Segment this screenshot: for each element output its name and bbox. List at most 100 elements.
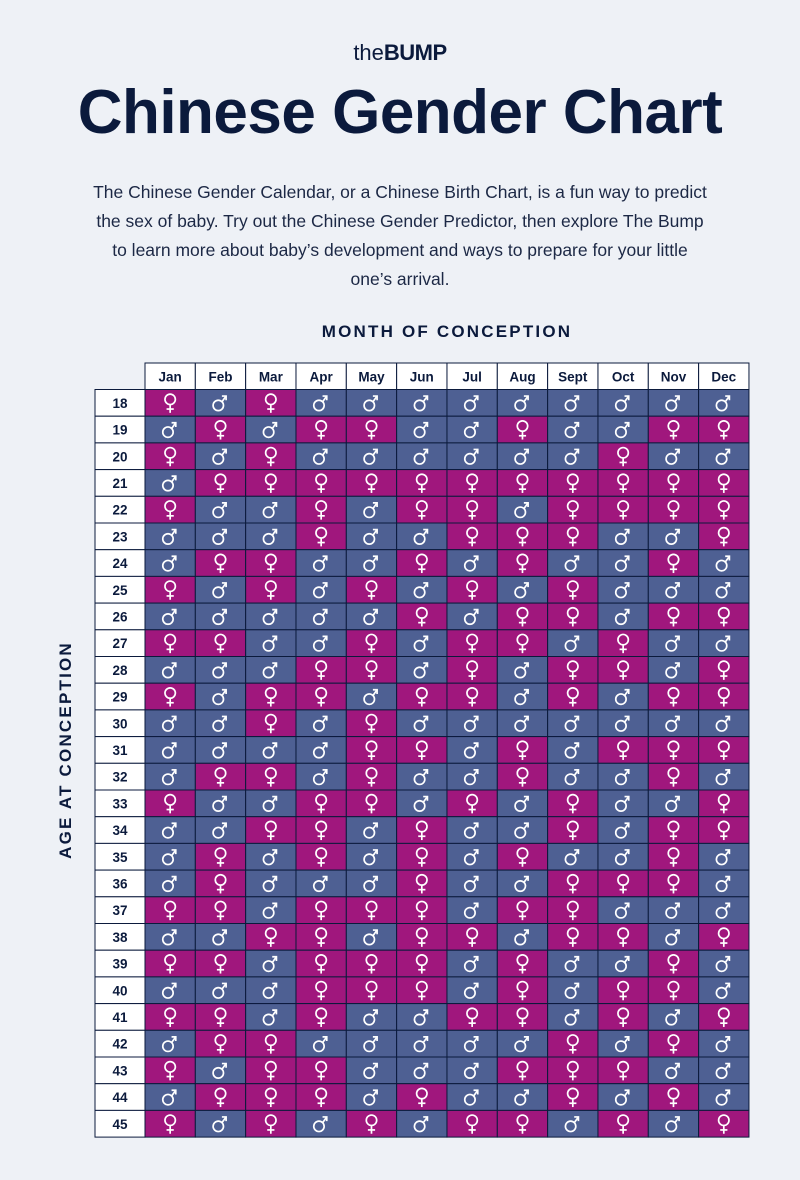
male-symbol-icon-head: [171, 822, 177, 828]
male-symbol-icon: [212, 666, 225, 679]
male-symbol-icon: [463, 960, 476, 973]
male-symbol-icon: [262, 906, 275, 919]
boy-cell: [446, 816, 498, 844]
brand-logo[interactable]: theBUMP: [0, 40, 800, 66]
month-header-label: Oct: [612, 369, 635, 384]
boy-cell: [496, 389, 549, 417]
male-symbol-icon: [312, 746, 326, 759]
male-symbol-icon-head: [423, 715, 429, 721]
boy-cell: [547, 762, 599, 791]
boy-cell: [295, 442, 347, 471]
male-symbol-icon: [715, 960, 728, 973]
boy-cell: [194, 976, 247, 1005]
boy-cell: [245, 976, 297, 1005]
boy-cell: [698, 575, 750, 604]
male-symbol-icon: [212, 612, 225, 626]
male-symbol-icon-head: [322, 582, 328, 588]
male-symbol-icon-head: [171, 875, 177, 881]
male-symbol-icon: [614, 399, 627, 412]
boy-cell: [446, 762, 498, 791]
boy-cell: [194, 709, 247, 738]
male-symbol-icon-head: [725, 715, 731, 721]
male-symbol-icon: [312, 612, 326, 626]
male-symbol-icon-head: [221, 528, 227, 534]
age-header-cell: [94, 1109, 146, 1138]
male-symbol-icon: [665, 1120, 678, 1133]
male-symbol-icon: [665, 1013, 678, 1026]
male-symbol-icon: [212, 746, 225, 759]
month-header-cell: [295, 362, 347, 390]
boy-cell: [396, 656, 448, 684]
female-symbol-icon: [315, 500, 328, 513]
boy-cell: [245, 602, 297, 631]
male-symbol-icon-head: [473, 742, 479, 748]
boy-cell: [245, 949, 297, 978]
boy-cell: [698, 869, 750, 898]
male-symbol-icon: [715, 586, 728, 599]
male-symbol-icon-head: [725, 875, 731, 881]
male-symbol-icon-head: [624, 608, 630, 614]
male-symbol-icon: [161, 773, 175, 786]
male-symbol-icon-head: [322, 555, 328, 561]
boy-cell: [647, 442, 700, 471]
boy-cell: [446, 896, 498, 924]
male-symbol-icon: [161, 879, 175, 893]
male-symbol-icon: [715, 906, 728, 919]
male-symbol-icon: [463, 719, 476, 732]
boy-cell: [144, 736, 196, 764]
male-symbol-icon-head: [473, 902, 479, 908]
male-symbol-icon: [665, 586, 678, 599]
male-symbol-icon: [614, 906, 627, 919]
male-symbol-icon-head: [171, 849, 177, 855]
boy-cell: [295, 629, 347, 657]
male-symbol-icon: [212, 1066, 225, 1079]
boy-cell: [647, 389, 700, 417]
female-symbol-icon: [566, 500, 579, 513]
age-header-label: 31: [112, 743, 128, 758]
male-symbol-icon-head: [725, 982, 731, 988]
male-symbol-icon-head: [523, 502, 529, 508]
male-symbol-icon: [262, 1013, 275, 1026]
female-symbol-icon: [717, 419, 730, 433]
male-symbol-icon: [212, 532, 225, 545]
male-symbol-icon: [514, 666, 527, 679]
boy-cell: [396, 575, 448, 604]
boy-cell: [194, 522, 247, 551]
boy-cell: [698, 1083, 750, 1111]
boy-cell: [446, 842, 498, 871]
boy-cell: [144, 869, 196, 898]
male-symbol-icon: [363, 1013, 376, 1026]
male-symbol-icon-head: [674, 635, 680, 641]
male-symbol-icon-head: [574, 555, 580, 561]
male-symbol-icon-head: [473, 555, 479, 561]
boy-cell: [295, 549, 347, 577]
boy-cell: [194, 389, 247, 417]
boy-cell: [547, 549, 599, 577]
male-symbol-icon: [715, 639, 728, 652]
male-symbol-icon: [413, 799, 426, 812]
male-symbol-icon-head: [322, 1035, 328, 1042]
male-symbol-icon-head: [423, 795, 429, 801]
male-symbol-icon-head: [725, 555, 731, 561]
boy-cell: [547, 389, 599, 417]
male-symbol-icon: [463, 399, 476, 412]
male-symbol-icon-head: [272, 902, 278, 908]
male-symbol-icon-head: [574, 635, 580, 641]
boy-cell: [144, 842, 196, 871]
boy-cell: [597, 842, 649, 871]
boy-cell: [144, 709, 196, 738]
male-symbol-icon: [413, 399, 426, 412]
boy-cell: [446, 736, 498, 764]
male-symbol-icon: [161, 426, 175, 439]
male-symbol-icon-head: [372, 688, 378, 694]
male-symbol-icon: [161, 666, 175, 679]
male-symbol-icon-head: [322, 1116, 328, 1122]
male-symbol-icon-head: [725, 395, 731, 401]
male-symbol-icon-head: [523, 822, 529, 828]
male-symbol-icon-head: [221, 1062, 227, 1068]
male-symbol-icon-head: [473, 1089, 479, 1095]
boy-cell: [144, 923, 196, 951]
male-symbol-icon: [463, 906, 476, 919]
male-symbol-icon: [614, 586, 627, 599]
boy-cell: [597, 1029, 649, 1058]
